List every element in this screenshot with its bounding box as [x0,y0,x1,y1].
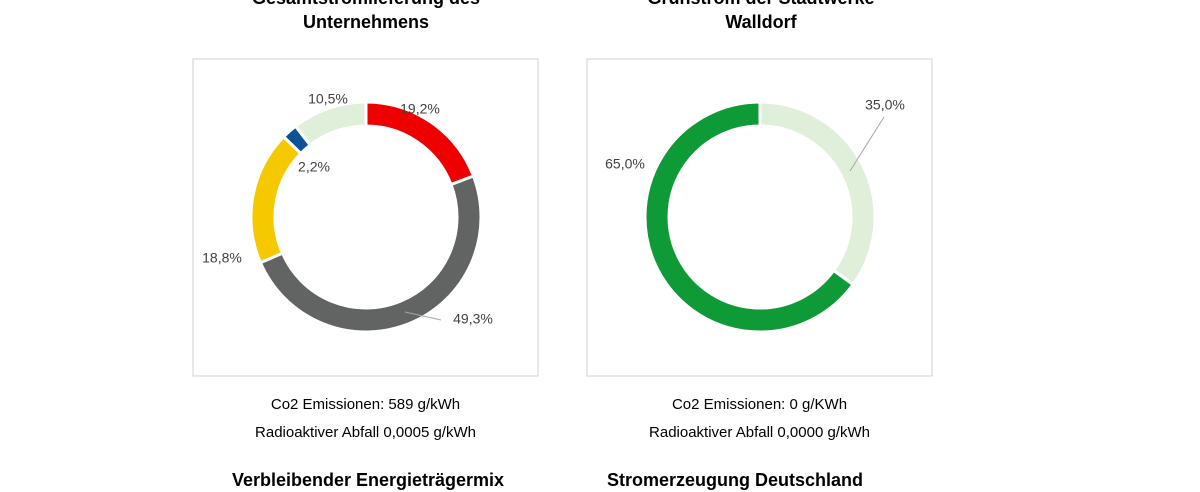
note: Co2 Emissionen: 0 g/KWh [671,396,848,413]
data-label: 19,2% [400,101,440,117]
data-label: 10,5% [308,91,348,107]
section-title: Verbleibender Energieträgermix [231,470,505,490]
donut-slice [293,100,368,148]
data-label: 2,2% [298,159,330,175]
note: Radioaktiver Abfall 0,0000 g/kWh [649,424,870,441]
data-label: 65,0% [605,156,645,172]
data-label: 18,8% [202,250,242,266]
note: Co2 Emissionen: 589 g/kWh [270,396,461,413]
page: Gesamtstromlieferung des Unternehmens Gr… [192,0,933,490]
chart-title: Gesamtstromlieferung des Unternehmens [252,0,480,32]
data-label: 35,0% [865,97,905,113]
leader-line [404,311,442,321]
note: Radioaktiver Abfall 0,0005 g/kWh [255,424,476,441]
donut-slice [643,100,856,334]
data-label: 49,3% [453,311,493,327]
chart-title: Grünstrom der Stadtwerke Walldorf [647,0,874,32]
leader-line [849,116,885,172]
charts: 19,2% 49,3% 18,8% 2,2% 10,5% 35,0% 65,0% [192,58,933,377]
section-title: Stromerzeugung Deutschland [606,470,864,490]
